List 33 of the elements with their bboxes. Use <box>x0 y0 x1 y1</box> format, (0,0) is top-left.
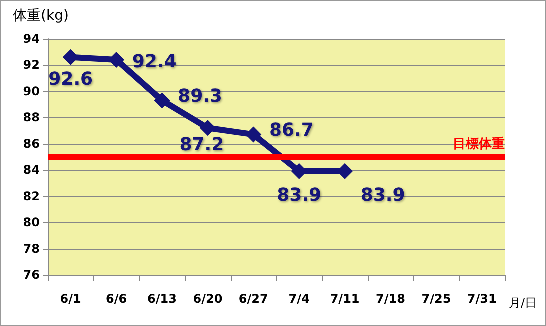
y-tick-label: 86 <box>23 136 40 151</box>
y-tick-label: 76 <box>23 268 40 282</box>
y-tick-label: 78 <box>23 242 40 256</box>
x-tick-label: 6/20 <box>193 292 223 306</box>
x-tick-label: 7/11 <box>330 292 360 306</box>
point <box>246 126 262 143</box>
x-tick-label: 7/18 <box>376 292 406 306</box>
y-tick-label: 94 <box>23 32 40 46</box>
data-label: 87.2 <box>180 134 224 156</box>
x-tick-label: 6/27 <box>238 292 268 306</box>
data-label: 86.7 <box>269 120 314 142</box>
x-tick-label: 6/6 <box>106 292 128 306</box>
data-label: 92.4 <box>132 51 177 72</box>
point <box>200 120 216 136</box>
y-tick-label: 88 <box>23 110 40 125</box>
y-tick-label: 84 <box>23 163 40 178</box>
x-tick-label: 7/25 <box>422 292 452 306</box>
y-tick-label: 90 <box>23 84 40 98</box>
x-tick-label: 6/1 <box>60 292 82 306</box>
y-tick-label: 80 <box>23 216 40 230</box>
data-label: 83.9 <box>360 184 406 206</box>
data-label: 92.6 <box>48 68 94 90</box>
ref-line-label: 目標体重 <box>453 136 505 152</box>
x-tick-label: 7/4 <box>288 292 310 306</box>
point <box>154 92 170 109</box>
y-tick-label: 92 <box>23 58 40 72</box>
x-tick-label: 7/31 <box>467 292 497 306</box>
y-axis-title: 体重(kg) <box>13 8 69 24</box>
y-tick-label: 82 <box>23 189 40 204</box>
data-label: 83.9 <box>277 184 322 206</box>
data-label: 89.3 <box>178 86 222 108</box>
x-axis-title: 月/日 <box>508 296 538 310</box>
x-tick-label: 6/13 <box>148 292 177 306</box>
